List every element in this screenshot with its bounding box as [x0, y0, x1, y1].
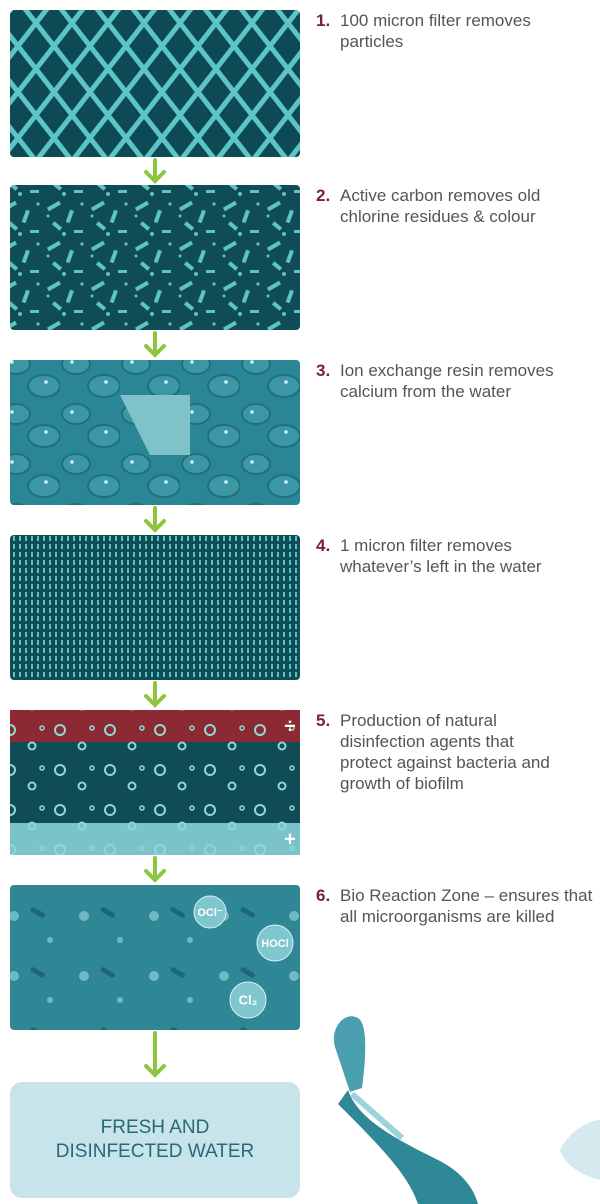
micron-image — [10, 535, 300, 680]
step-number: 2. — [316, 185, 340, 227]
step-number: 1. — [316, 10, 340, 52]
ocl-label: OCl⁻ — [197, 907, 223, 919]
step-number: 3. — [316, 360, 340, 402]
step-text: Active carbon removes old chlorine resid… — [340, 185, 596, 227]
step: 2.Active carbon removes old chlorine res… — [316, 185, 596, 227]
step-text: 100 micron filter removes particles — [340, 10, 596, 52]
step: 1.100 micron filter removes particles — [316, 10, 596, 52]
hocl-label: HOCl — [261, 938, 289, 950]
step-text: 1 micron filter removes whatever’s left … — [340, 535, 596, 577]
diagram: ÷ + OCl⁻ HOCl Cl₂ — [0, 0, 600, 1204]
page: ÷ + OCl⁻ HOCl Cl₂ 1.100 micron filter re… — [0, 0, 600, 1204]
minus-label: ÷ — [285, 715, 296, 737]
step: 3.Ion exchange resin removes calcium fro… — [316, 360, 596, 402]
filter-image — [10, 10, 300, 157]
result-box: FRESH AND DISINFECTED WATER — [10, 1082, 300, 1198]
cl2-label: Cl₂ — [239, 992, 258, 1007]
step-text: Production of natural disinfection agent… — [340, 710, 566, 794]
step-number: 5. — [316, 710, 340, 794]
step-text: Ion exchange resin removes calcium from … — [340, 360, 596, 402]
step: 5.Production of natural disinfection age… — [316, 710, 566, 794]
electrolysis-image — [10, 710, 300, 855]
step: 6.Bio Reaction Zone – ensures that all m… — [316, 885, 596, 927]
step-number: 4. — [316, 535, 340, 577]
dental-chair — [334, 1016, 600, 1204]
carbon-image — [10, 185, 300, 330]
plus-label: + — [284, 828, 296, 850]
step-number: 6. — [316, 885, 340, 927]
step-text: Bio Reaction Zone – ensures that all mic… — [340, 885, 596, 927]
step: 4.1 micron filter removes whatever’s lef… — [316, 535, 596, 577]
